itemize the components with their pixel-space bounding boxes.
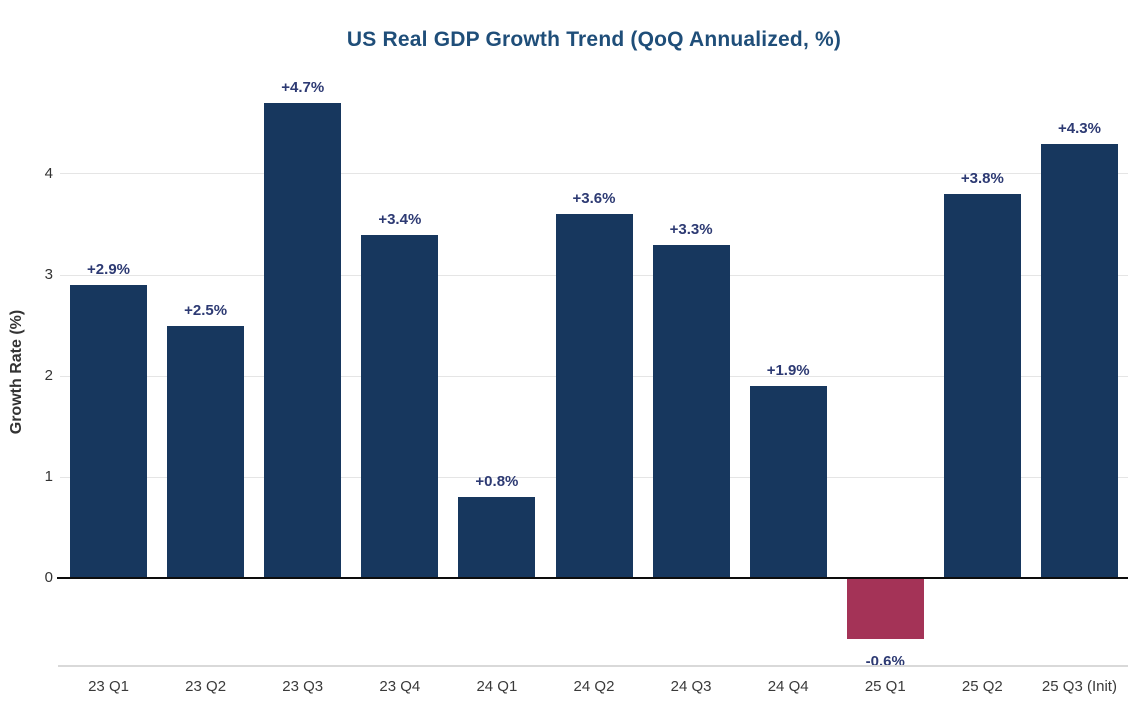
x-tick-label: 24 Q3 [670,678,712,695]
y-tick-label: 0 [44,569,53,587]
bar [361,234,439,579]
chart-title: US Real GDP Growth Trend (QoQ Annualized… [346,28,842,51]
y-tick-label: 2 [44,367,53,385]
bar [70,285,148,579]
x-tick-label: 24 Q1 [476,678,518,695]
y-tick-label: 1 [44,468,53,486]
bar [167,325,245,579]
bar-value-label: +4.7% [281,79,325,97]
bar-value-label: +1.9% [766,362,810,380]
bar-value-label: +4.3% [1057,119,1101,137]
x-tick-label: 24 Q4 [767,678,809,695]
bar [749,386,827,579]
bar-value-label: +2.5% [184,301,228,319]
bar [652,244,730,579]
bar-value-label: +3.4% [378,210,422,228]
x-tick-label: 25 Q2 [961,678,1003,695]
bar-value-label: +0.8% [475,473,519,491]
x-tick-label: 23 Q1 [88,678,129,695]
x-tick-label: 24 Q2 [573,678,615,695]
x-tick-label: 25 Q3 (Init) [1041,678,1117,695]
bar [943,194,1021,579]
bar-value-label: +2.9% [87,261,130,279]
bar [555,214,633,579]
bar-value-label: +3.6% [572,190,616,208]
y-tick-label: 4 [44,164,53,182]
x-tick-label: 25 Q1 [864,678,906,695]
bottom-axis-line [58,665,1128,667]
zero-axis-line [57,577,1128,580]
gridline [60,173,1128,175]
bar [458,497,536,579]
bar [264,103,342,579]
x-tick-label: 23 Q2 [185,678,227,695]
bar [846,579,924,639]
bar-value-label: +3.8% [960,170,1004,188]
bar-value-label: -0.6% [865,652,905,670]
y-tick-label: 3 [44,266,53,283]
bar-value-label: +3.3% [669,220,713,238]
x-tick-label: 23 Q3 [282,678,324,695]
bar [1040,143,1118,579]
x-tick-label: 23 Q4 [379,678,421,695]
